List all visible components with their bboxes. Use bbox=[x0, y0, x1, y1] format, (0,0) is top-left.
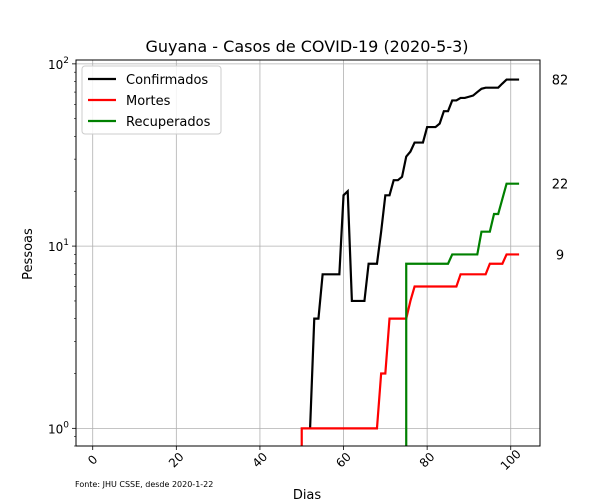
end-value-labels: 82 22 9 bbox=[552, 74, 569, 264]
legend-label-recuperados: Recuperados bbox=[126, 115, 211, 130]
legend-box bbox=[81, 65, 222, 135]
y-tick-base: 10 bbox=[48, 422, 63, 436]
plot-frame bbox=[75, 59, 541, 447]
series-line-recuperados bbox=[405, 182, 520, 446]
y-tick-label: 102 bbox=[48, 56, 69, 72]
y-tick-base: 10 bbox=[48, 240, 63, 254]
y-tick-label: 100 bbox=[48, 420, 69, 436]
series-line-mortes bbox=[300, 253, 520, 446]
y-tick-exponent: 1 bbox=[63, 238, 69, 248]
chart-title: Guyana - Casos de COVID-19 (2020-5-3) bbox=[145, 37, 468, 56]
series-line-confirmados bbox=[308, 78, 520, 429]
series-lines bbox=[300, 78, 520, 446]
end-label-recuperados: 22 bbox=[552, 178, 569, 193]
x-axis-label: Dias bbox=[293, 488, 322, 500]
y-tick-label: 101 bbox=[48, 238, 69, 254]
y-axis-label: Pessoas bbox=[21, 228, 36, 280]
legend: Confirmados Mortes Recuperados bbox=[81, 65, 222, 135]
y-tick-exponent: 2 bbox=[63, 56, 69, 66]
y-tick-exponent: 0 bbox=[63, 420, 69, 430]
end-label-mortes: 9 bbox=[556, 248, 564, 263]
legend-label-mortes: Mortes bbox=[126, 94, 171, 109]
y-tick-base: 10 bbox=[48, 58, 63, 72]
end-label-confirmados: 82 bbox=[552, 74, 569, 89]
source-footnote: Fonte: JHU CSSE, desde 2020-1-22 bbox=[75, 480, 213, 489]
legend-label-confirmados: Confirmados bbox=[126, 73, 208, 88]
